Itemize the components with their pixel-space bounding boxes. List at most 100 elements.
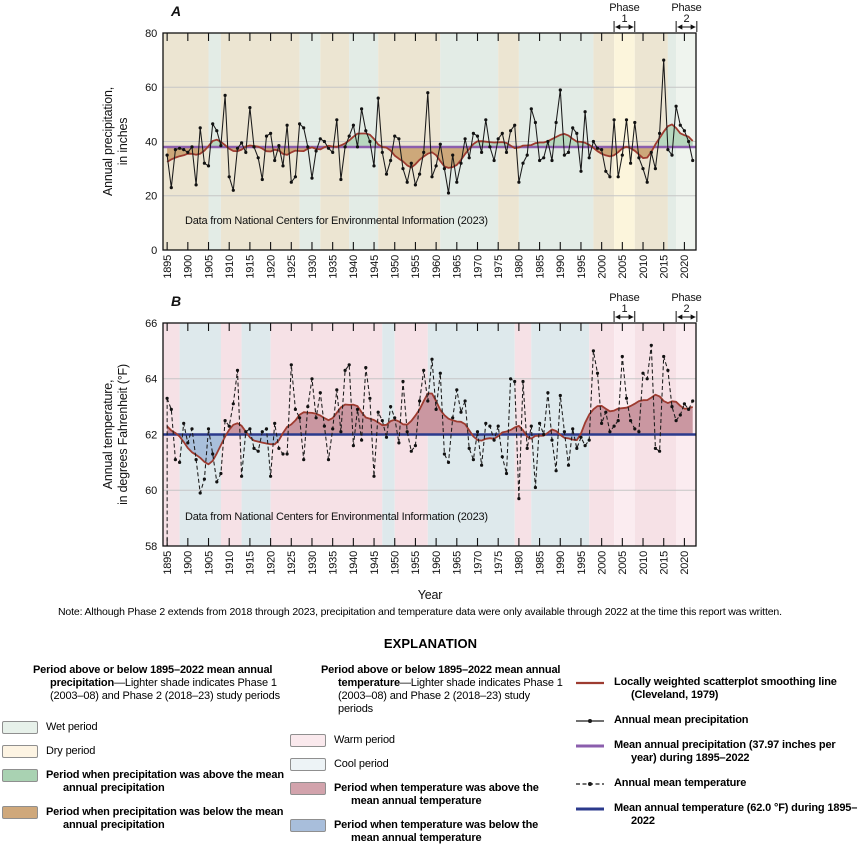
legend-item: Dry period [2,745,284,758]
data-point [165,396,169,400]
data-point [438,142,442,146]
data-point [496,424,500,428]
fill-above-mean [167,124,693,148]
phase-arrowhead [628,314,634,320]
data-point [318,391,322,395]
x-tick-label: 1910 [224,255,236,279]
data-point [662,354,666,359]
data-point [682,402,687,406]
data-point [529,107,533,111]
data-point [687,407,691,411]
figure-note: Note: Although Phase 2 extends from 2018… [58,606,782,618]
data-point [360,107,364,111]
data-point [293,407,297,411]
x-tick-label: 2000 [596,551,608,575]
data-point [235,368,240,372]
data-point [194,183,198,187]
legend-item: Annual mean temperature [575,777,859,790]
data-point [215,480,219,484]
data-point [604,410,608,414]
x-tick-label: 1895 [162,551,174,575]
legend-swatch [290,734,326,747]
x-tick-label: 1915 [245,551,257,575]
data-point [240,474,244,478]
x-tick-label: 1935 [327,551,339,575]
data-point [624,118,629,122]
data-point [525,153,529,157]
data-point [658,131,662,135]
data-point [413,183,417,187]
data-point [492,158,496,163]
data-point [405,180,409,184]
data-point [484,421,488,425]
x-tick-label: 2015 [659,255,671,279]
x-tick-label: 1905 [203,551,215,575]
data-point [355,407,360,411]
data-point [293,175,297,179]
panel-letter: A [170,3,181,19]
data-point [546,139,550,144]
data-point [351,123,355,127]
data-point [384,435,389,439]
x-axis-title: Year [418,588,442,600]
data-point [662,58,666,62]
data-point [273,421,277,425]
data-point [264,134,269,138]
x-tick-label: 1905 [203,255,215,279]
data-point [658,449,662,453]
data-point [430,175,434,179]
y-tick-label: 40 [145,136,157,148]
legend-item-label: Period when precipitation was below the … [46,806,284,831]
data-point [558,393,562,398]
data-point [653,167,658,171]
data-point [252,145,256,149]
data-point [277,144,281,148]
annual-series-line [166,345,694,499]
data-point [641,371,645,375]
data-point [521,379,525,384]
x-tick-label: 2005 [617,255,629,279]
data-point [455,388,459,392]
data-point [335,118,339,122]
data-point [389,158,393,163]
data-point [591,349,596,353]
phase-number: 1 [621,13,627,25]
x-tick-label: 1900 [183,255,195,279]
x-tick-label: 1945 [369,551,381,575]
data-point [211,452,215,456]
data-point [587,438,591,442]
plot-border [162,32,697,251]
data-point [173,148,177,152]
x-tick-label: 2020 [679,255,691,279]
data-point [351,444,355,448]
data-point [471,458,475,462]
data-point [380,419,384,423]
x-tick-label: 2005 [617,551,629,575]
data-point [438,371,442,375]
data-point [451,416,455,420]
data-point [608,430,612,434]
data-point [422,368,426,372]
data-point [405,430,409,434]
data-point [401,167,405,171]
data-point [186,150,190,154]
data-point [169,407,173,411]
data-point [525,446,529,450]
data-point [637,156,641,160]
data-point [538,158,542,163]
data-point [517,497,521,501]
data-point [178,146,182,150]
data-point [335,388,339,392]
data-point [562,153,567,157]
data-point [434,164,438,168]
phase-number: 2 [684,13,690,25]
data-point [591,139,596,144]
data-point [509,129,513,133]
data-point [579,169,583,173]
annual-series-line [166,60,694,194]
x-tick-label: 1960 [431,551,443,575]
legend-column-header: Period above or below 1895–2022 mean ann… [321,664,563,715]
data-point [442,167,446,171]
data-point [219,144,223,148]
data-point [264,427,269,431]
